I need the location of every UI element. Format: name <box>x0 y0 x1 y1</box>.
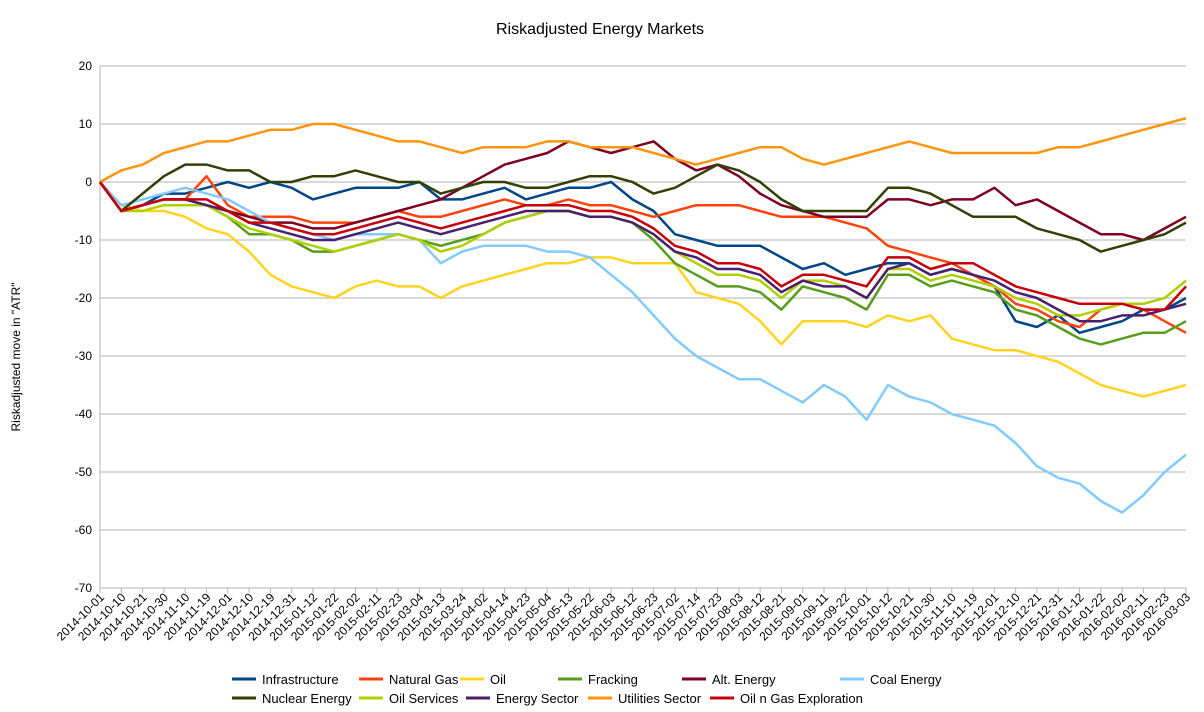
y-tick-label: -50 <box>75 465 93 479</box>
series-line-10 <box>98 181 1187 311</box>
series-line-6 <box>98 163 1187 253</box>
series-line-2 <box>99 181 1187 398</box>
series-line-9 <box>99 116 1187 184</box>
series-line-4 <box>98 140 1187 242</box>
legend-label: Oil Services <box>389 691 459 706</box>
legend-label: Natural Gas <box>389 672 459 687</box>
series-line-8 <box>98 181 1187 323</box>
chart-title: Riskadjusted Energy Markets <box>496 21 704 38</box>
legend-label: Energy Sector <box>496 691 579 706</box>
y-tick-label: 20 <box>79 59 93 73</box>
y-axis-label: Riskadjusted move in "ATR" <box>9 282 23 431</box>
y-tick-label: 0 <box>85 175 92 189</box>
y-tick-label: -30 <box>75 349 93 363</box>
y-tick-label: -40 <box>75 407 93 421</box>
series-line-0 <box>98 180 1187 335</box>
legend-label: Alt. Energy <box>712 672 776 687</box>
legend-label: Oil n Gas Exploration <box>740 691 863 706</box>
y-tick-label: -60 <box>75 523 93 537</box>
legend: Infrastructure Natural Gas Oil Fracking Alt.… <box>232 672 942 706</box>
legend-label: Coal Energy <box>870 672 942 687</box>
y-tick-label: -70 <box>75 581 93 595</box>
series-line-1 <box>98 174 1187 334</box>
legend-label: Utilities Sector <box>618 691 702 706</box>
y-tick-labels: 20 10 0 -10 -20 -30 -40 -50 -60 -70 <box>75 59 93 595</box>
legend-label: Infrastructure <box>262 672 339 687</box>
y-tick-label: 10 <box>79 117 93 131</box>
legend-label: Oil <box>490 672 506 687</box>
legend-label: Fracking <box>588 672 638 687</box>
x-tick-labels: 2014-10-012014-10-102014-10-212014-10-30… <box>54 588 1193 644</box>
y-tick-label: -20 <box>75 291 93 305</box>
series-lines <box>98 116 1187 514</box>
legend-label: Nuclear Energy <box>262 691 352 706</box>
y-tick-label: -10 <box>75 233 93 247</box>
